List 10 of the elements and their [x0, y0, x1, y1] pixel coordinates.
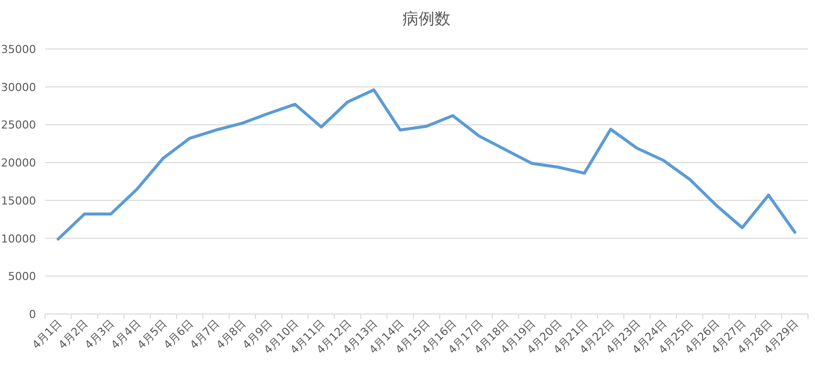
y-tick-label: 35000 [1, 43, 36, 56]
y-tick-label: 10000 [1, 232, 36, 246]
y-tick-label: 0 [29, 308, 36, 321]
chart-title: 病例数 [402, 9, 450, 28]
y-tick-label: 20000 [1, 156, 36, 170]
y-tick-label: 5000 [8, 270, 36, 284]
y-tick-label: 25000 [1, 118, 36, 132]
line-series [56, 88, 796, 241]
y-tick-label: 30000 [1, 80, 36, 94]
y-tick-label: 15000 [1, 194, 36, 208]
